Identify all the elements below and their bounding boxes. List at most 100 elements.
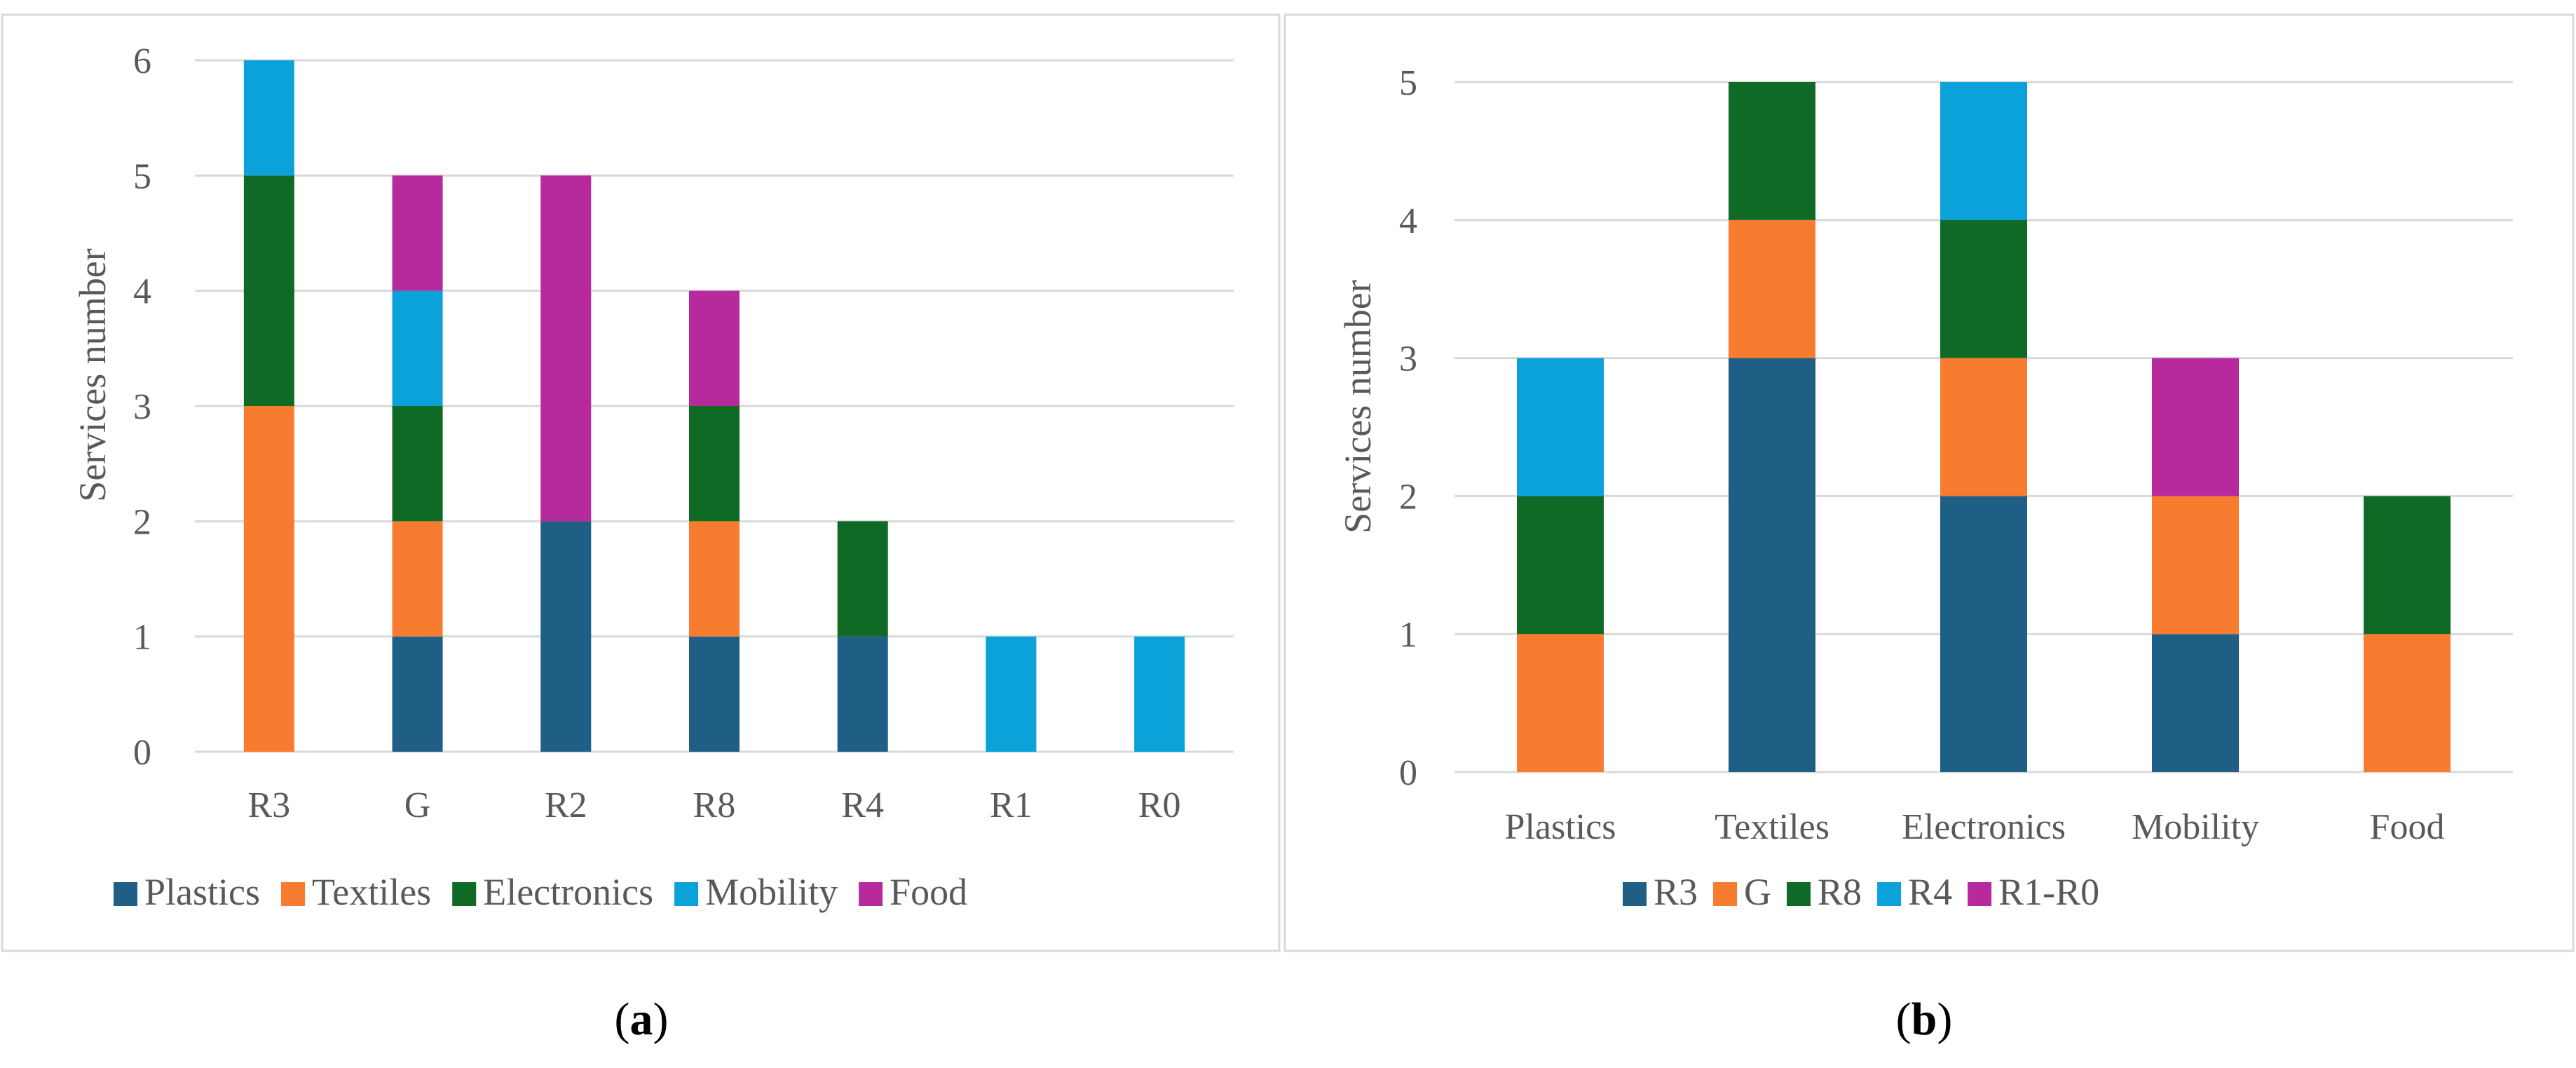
- a-ytick-label: 0: [133, 733, 151, 773]
- b-legend-swatch: [1623, 882, 1647, 906]
- b-ytick-label: 5: [1399, 63, 1417, 103]
- chart-b-ylabel: Services number: [1337, 280, 1379, 533]
- a-bar-g-textiles: [392, 521, 443, 637]
- b-bar-mobility-r3: [2152, 634, 2239, 772]
- b-bar-food-g: [2364, 634, 2451, 772]
- caption-b-open: (: [1896, 994, 1911, 1045]
- a-xtick-label: R3: [248, 785, 291, 825]
- b-legend-label: R1-R0: [1998, 871, 2099, 913]
- a-bar-r8-plastics: [689, 636, 740, 752]
- b-bar-mobility-g: [2152, 496, 2239, 635]
- chart-b-xticks: Plastics Textiles Electronics Mobility Food: [1505, 807, 2445, 847]
- a-ytick-label: 3: [133, 387, 151, 427]
- b-ytick-label: 1: [1399, 615, 1417, 655]
- caption-a-open: (: [615, 994, 630, 1045]
- a-bar-g-plastics: [392, 636, 443, 752]
- b-bar-electronics-r8: [1940, 219, 2027, 358]
- b-xtick-label: Mobility: [2132, 807, 2259, 847]
- b-legend-swatch: [1787, 882, 1811, 906]
- b-legend-swatch: [1968, 882, 1992, 906]
- chart-a-frame: [1, 13, 1281, 952]
- a-ytick-label: 6: [133, 41, 151, 81]
- caption-a: (a): [615, 994, 669, 1045]
- b-bar-electronics-r4: [1940, 82, 2027, 220]
- chart-panel-a: Services number 0 1 2 3 4 5 6 R3 G R2 R8 R4 R1 R0 Pl…: [1, 13, 1281, 952]
- a-legend-swatch: [281, 882, 306, 906]
- b-xtick-label: Electronics: [1902, 807, 2066, 847]
- b-bar-plastics-g: [1517, 634, 1604, 772]
- b-ytick-label: 2: [1399, 477, 1417, 517]
- b-bar-food-r8: [2364, 496, 2451, 635]
- b-xtick-label: Textiles: [1715, 807, 1829, 847]
- caption-b: (b): [1896, 994, 1953, 1045]
- chart-a-yticks: 0 1 2 3 4 5 6: [133, 41, 151, 773]
- a-bar-r2-food: [540, 175, 592, 522]
- a-ytick-label: 5: [133, 156, 151, 196]
- chart-b-yticks: 0 1 2 3 4 5: [1399, 63, 1417, 793]
- a-legend-label: Electronics: [483, 871, 653, 913]
- a-bar-r3-textiles: [243, 406, 294, 752]
- chart-a-ylabel: Services number: [71, 248, 114, 501]
- chart-a-xticks: R3 G R2 R8 R4 R1 R0: [248, 785, 1181, 825]
- b-bar-electronics-g: [1940, 358, 2027, 496]
- caption-a-letter: a: [630, 994, 653, 1045]
- a-xtick-label: R4: [841, 785, 884, 825]
- a-bar-r1-mobility: [986, 636, 1037, 752]
- a-bar-r3-electronics: [243, 175, 294, 407]
- chart-panel-b: Services number 0 1 2 3 4 5 Plastics Textiles E…: [1283, 13, 2575, 952]
- a-xtick-label: R0: [1138, 785, 1181, 825]
- a-bar-r3-mobility: [243, 60, 294, 176]
- a-bar-r2-plastics: [540, 521, 592, 752]
- b-legend-swatch: [1877, 882, 1902, 906]
- b-legend-label: R3: [1654, 871, 1698, 913]
- a-bar-r8-electronics: [689, 406, 740, 522]
- b-bar-plastics-r4: [1517, 358, 1604, 496]
- b-legend-label: G: [1744, 871, 1771, 913]
- b-ytick-label: 4: [1399, 201, 1417, 241]
- b-bar-textiles-r3: [1729, 358, 1815, 773]
- caption-b-close: ): [1937, 994, 1952, 1045]
- b-legend-label: R8: [1818, 871, 1862, 913]
- b-legend-label: R4: [1908, 871, 1952, 913]
- a-xtick-label: G: [404, 785, 431, 825]
- b-bar-electronics-r3: [1940, 496, 2027, 772]
- a-ytick-label: 1: [133, 618, 151, 658]
- a-bar-r4-electronics: [837, 521, 888, 637]
- b-bar-textiles-r8: [1729, 82, 1815, 220]
- a-xtick-label: R2: [545, 785, 587, 825]
- a-legend-swatch: [114, 882, 137, 906]
- b-ytick-label: 3: [1399, 339, 1417, 379]
- a-ytick-label: 4: [133, 272, 151, 312]
- a-xtick-label: R1: [990, 785, 1033, 825]
- caption-b-letter: b: [1911, 994, 1937, 1045]
- a-legend-label: Textiles: [312, 871, 431, 913]
- a-legend-label: Mobility: [705, 871, 838, 913]
- a-legend-label: Plastics: [144, 871, 260, 913]
- chart-b-legend: R3 G R8 R4 R1-R0: [1623, 871, 2099, 913]
- a-bar-g-food: [392, 175, 443, 291]
- caption-a-close: ): [653, 994, 669, 1045]
- b-bar-mobility-r1-r0: [2152, 358, 2239, 496]
- a-bar-g-electronics: [392, 406, 443, 522]
- b-bar-textiles-g: [1729, 219, 1815, 358]
- a-ytick-label: 2: [133, 502, 151, 542]
- b-xtick-label: Food: [2370, 807, 2445, 847]
- chart-a-legend: Plastics Textiles Electronics Mobility Food: [114, 871, 967, 913]
- chart-a-bars: [243, 60, 1185, 752]
- chart-b-frame: [1283, 13, 2575, 952]
- a-bar-r8-food: [689, 290, 740, 406]
- b-legend-swatch: [1713, 882, 1738, 906]
- a-legend-swatch: [674, 882, 699, 906]
- a-legend-swatch: [452, 882, 477, 906]
- a-bar-r0-mobility: [1134, 636, 1185, 752]
- a-bar-g-mobility: [392, 290, 443, 406]
- a-legend-label: Food: [890, 871, 967, 913]
- a-bar-r4-plastics: [837, 636, 888, 752]
- b-ytick-label: 0: [1399, 753, 1417, 793]
- b-xtick-label: Plastics: [1505, 807, 1616, 847]
- a-xtick-label: R8: [693, 785, 736, 825]
- b-bar-plastics-r8: [1517, 496, 1604, 635]
- a-legend-swatch: [859, 882, 883, 906]
- a-bar-r8-textiles: [689, 521, 740, 637]
